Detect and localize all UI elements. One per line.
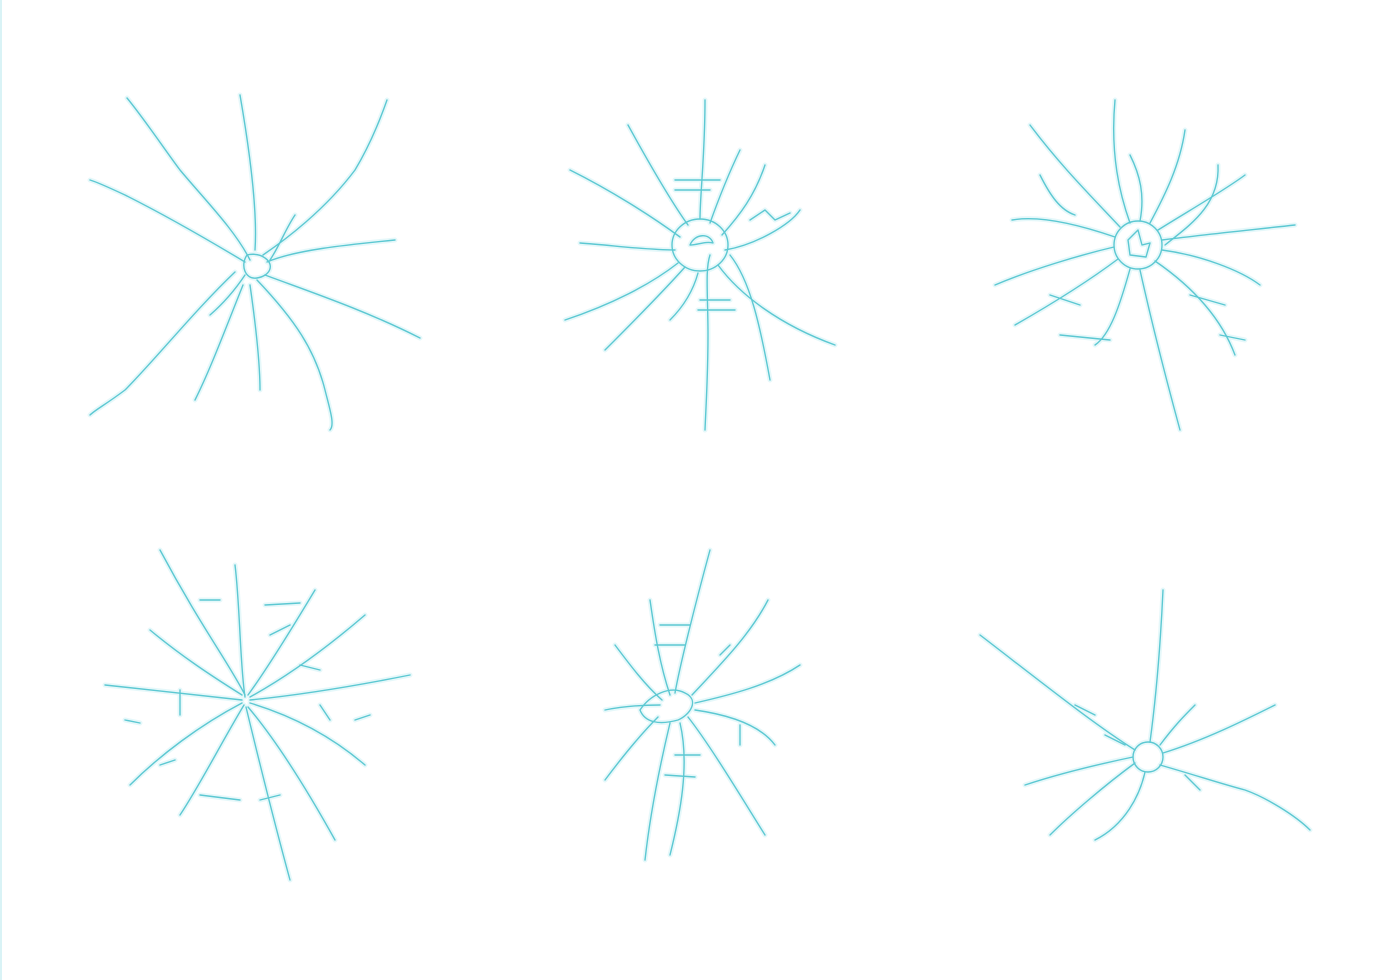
broken-glass-crack-icon-2 <box>562 97 838 433</box>
broken-glass-crack-icon-5 <box>602 547 803 863</box>
left-edge-line <box>0 0 2 980</box>
broken-glass-crack-icon-4 <box>102 547 413 883</box>
broken-glass-crack-icon-1 <box>87 92 423 433</box>
broken-glass-crack-icon-6 <box>977 587 1313 843</box>
broken-glass-crack-icon-3 <box>992 97 1298 433</box>
